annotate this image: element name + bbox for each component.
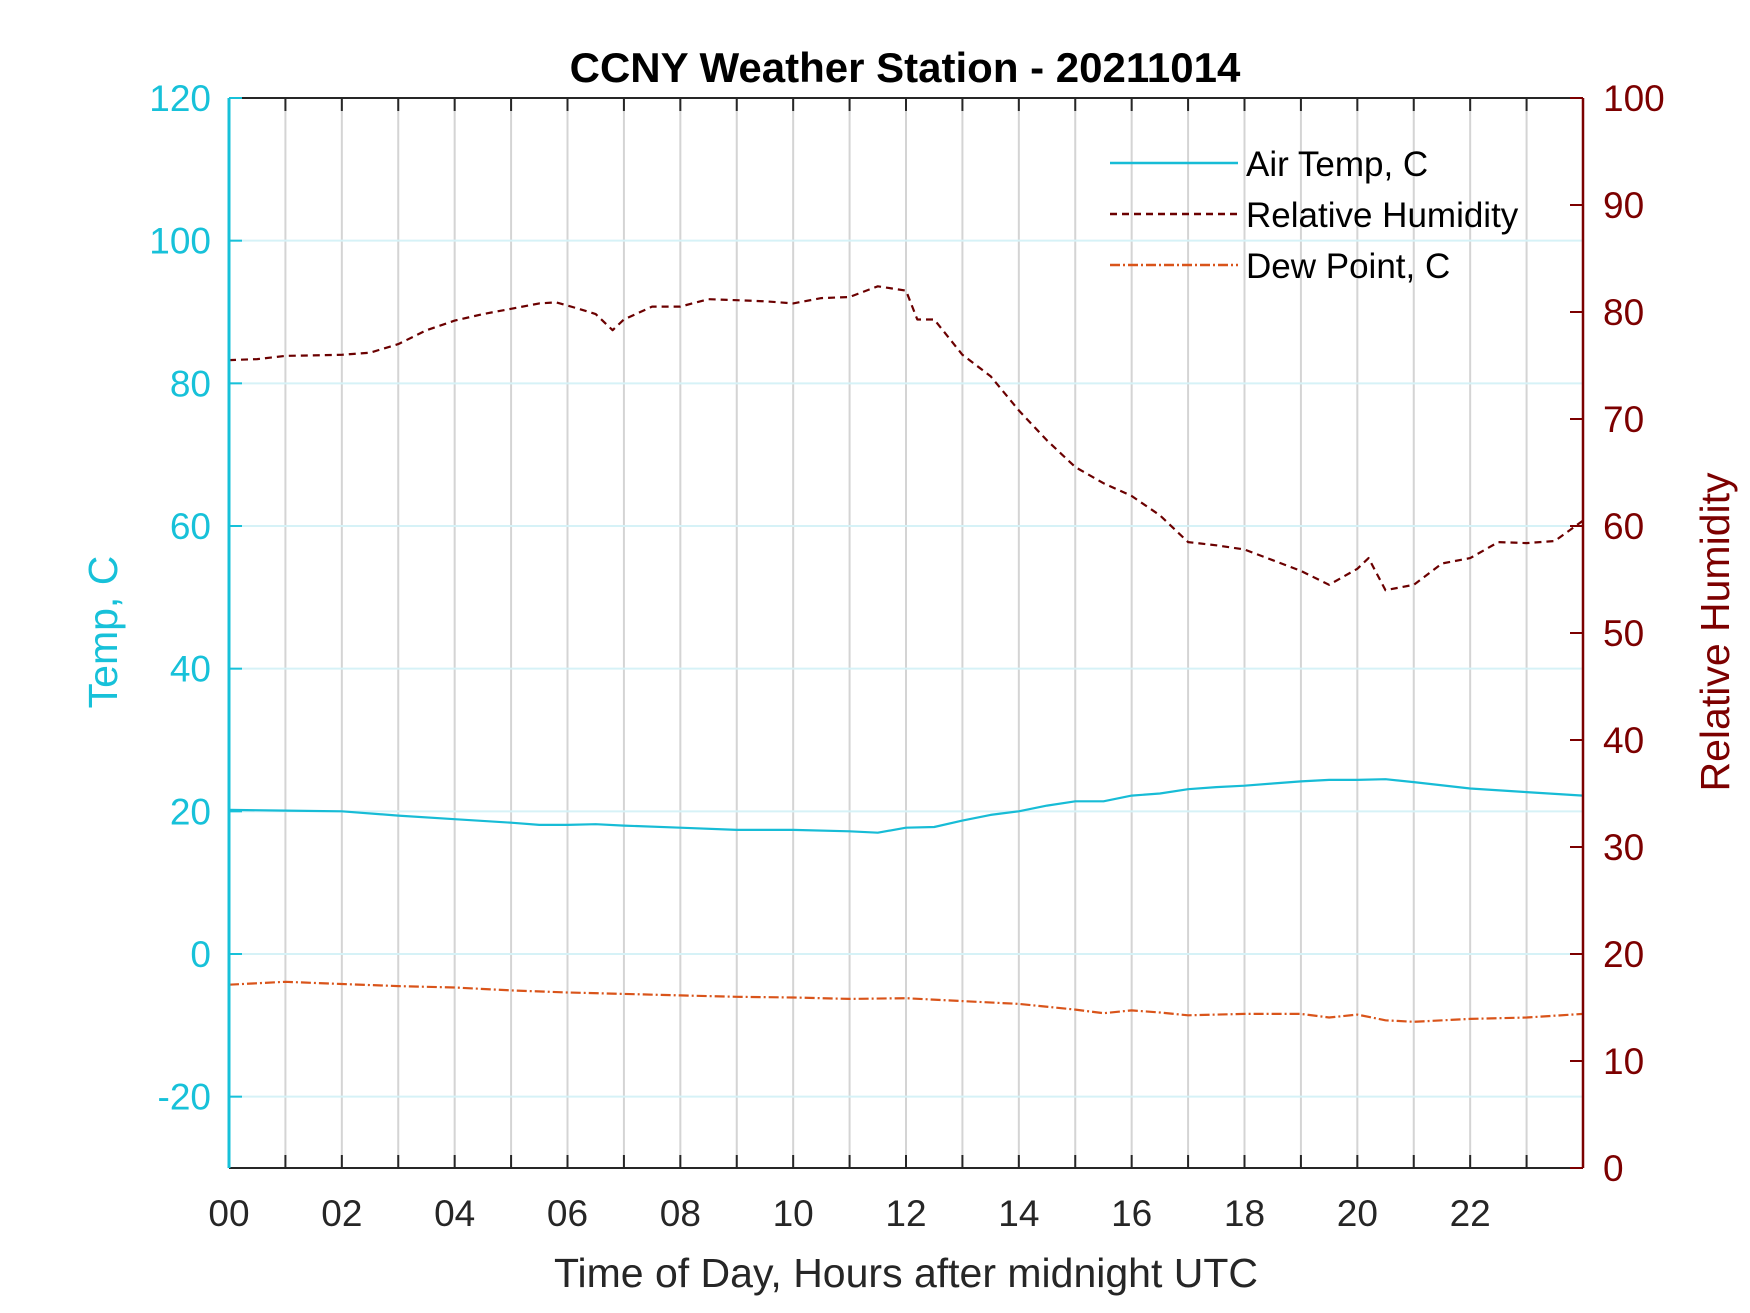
y-right-tick-label: 50 [1603, 613, 1644, 654]
y-left-tick-label: 20 [170, 791, 211, 832]
legend: Air Temp, C Relative Humidity Dew Point,… [1110, 145, 1519, 286]
x-tick-label: 12 [885, 1193, 926, 1234]
chart-title: CCNY Weather Station - 20211014 [570, 44, 1241, 91]
x-tick-label: 08 [660, 1193, 701, 1234]
y-left-tick-label: 0 [190, 934, 211, 975]
y-right-tick-label: 70 [1603, 399, 1644, 440]
tick-labels: 00 02 04 06 08 10 12 14 16 18 20 22-200204060801001… [149, 78, 1664, 1234]
y-left-tick-label: 100 [149, 221, 211, 262]
y-axis-label-right: Relative Humidity [1692, 472, 1738, 791]
x-axis-label: Time of Day, Hours after midnight UTC [554, 1250, 1258, 1296]
y-right-tick-label: 90 [1603, 185, 1644, 226]
x-tick-label: 18 [1224, 1193, 1265, 1234]
x-tick-label: 06 [547, 1193, 588, 1234]
y-right-tick-label: 40 [1603, 720, 1644, 761]
x-tick-label: 10 [773, 1193, 814, 1234]
x-tick-label: 22 [1450, 1193, 1491, 1234]
legend-label-dew-point: Dew Point, C [1246, 247, 1450, 286]
y-axis-label-left: Temp, C [80, 556, 126, 709]
y-right-tick-label: 0 [1603, 1148, 1624, 1189]
legend-label-relative-humidity: Relative Humidity [1246, 196, 1519, 235]
series-lines [228, 285, 1584, 1023]
y-right-tick-label: 20 [1603, 934, 1644, 975]
x-tick-label: 02 [321, 1193, 362, 1234]
x-tick-label: 20 [1337, 1193, 1378, 1234]
y-left-tick-label: 120 [149, 78, 211, 119]
series-line-air-temp-c [228, 778, 1584, 834]
x-tick-label: 00 [208, 1193, 249, 1234]
x-tick-label: 16 [1111, 1193, 1152, 1234]
x-tick-label: 04 [434, 1193, 475, 1234]
y-right-tick-label: 60 [1603, 506, 1644, 547]
y-right-tick-label: 80 [1603, 292, 1644, 333]
y-left-tick-label: 40 [170, 649, 211, 690]
legend-label-air-temp: Air Temp, C [1246, 145, 1428, 184]
y-left-tick-label: 60 [170, 506, 211, 547]
x-tick-label: 14 [998, 1193, 1039, 1234]
axes [227, 97, 1585, 1169]
y-right-tick-label: 30 [1603, 827, 1644, 868]
y-right-tick-label: 100 [1603, 78, 1665, 119]
series-line-dew-point-c [228, 980, 1584, 1023]
y-left-tick-label: -20 [158, 1077, 211, 1118]
y-left-tick-label: 80 [170, 363, 211, 404]
y-right-tick-label: 10 [1603, 1041, 1644, 1082]
